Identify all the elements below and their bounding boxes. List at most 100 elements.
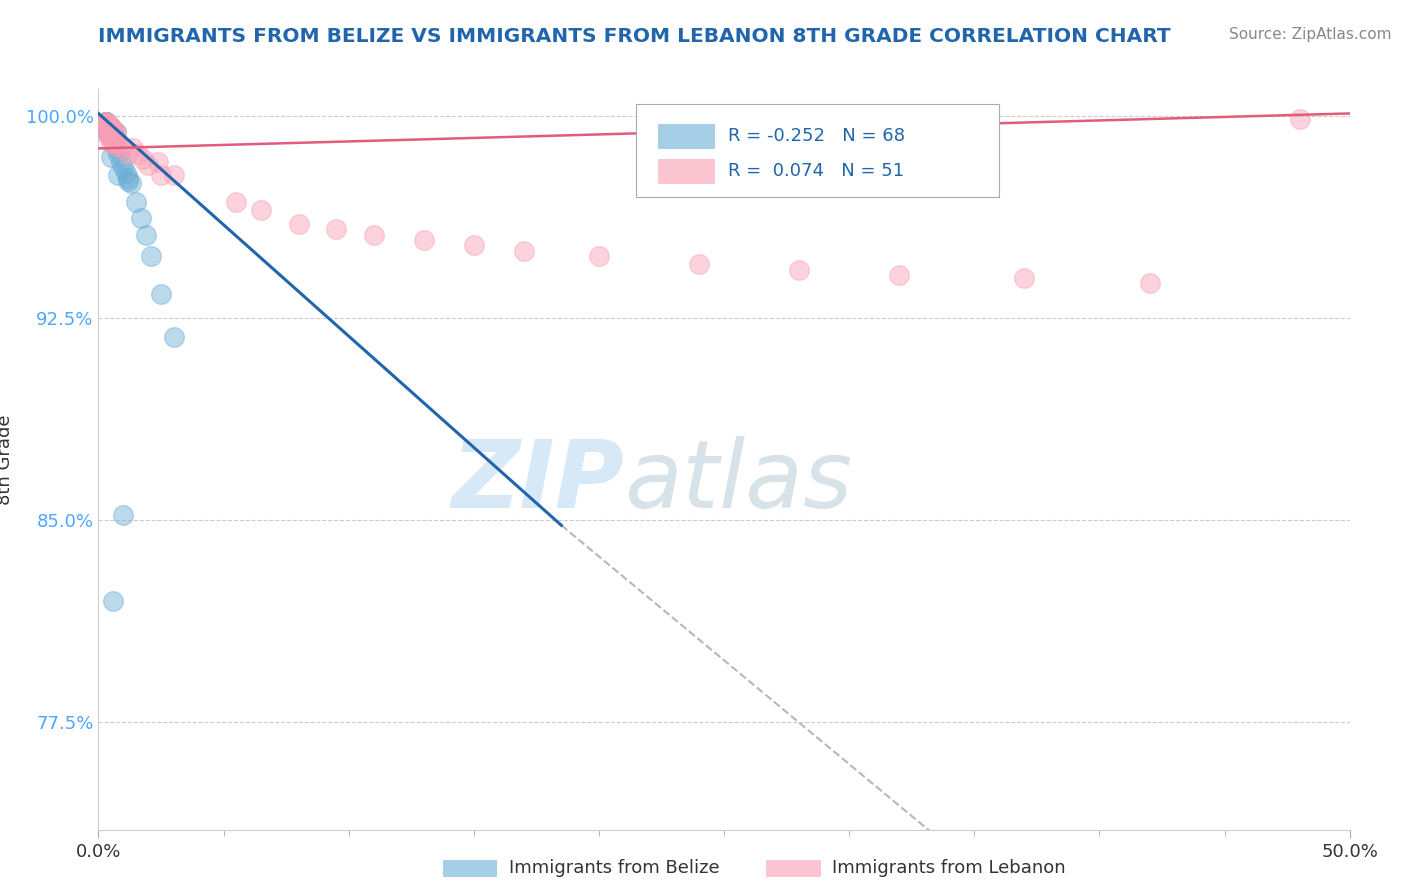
Point	[97, 122, 120, 136]
Point	[120, 177, 142, 191]
Text: Source: ZipAtlas.com: Source: ZipAtlas.com	[1229, 27, 1392, 42]
Point	[103, 133, 125, 147]
Point	[94, 117, 117, 131]
Point	[117, 171, 139, 186]
Point	[225, 195, 247, 210]
Point	[97, 117, 120, 131]
Y-axis label: 8th Grade: 8th Grade	[0, 414, 14, 505]
Point	[117, 174, 139, 188]
Point	[787, 262, 810, 277]
Point	[250, 203, 273, 218]
Point	[103, 128, 125, 142]
Point	[100, 125, 122, 139]
Point	[103, 593, 125, 607]
Point	[889, 268, 911, 282]
Point	[97, 122, 120, 136]
Point	[100, 125, 122, 139]
Point	[94, 114, 117, 128]
Point	[103, 122, 125, 136]
Point	[103, 133, 125, 147]
Point	[100, 128, 122, 142]
Point	[97, 122, 120, 136]
Point	[150, 286, 173, 301]
Point	[463, 238, 485, 252]
Point	[103, 133, 125, 147]
Point	[103, 130, 125, 145]
Point	[112, 508, 135, 522]
Point	[97, 128, 120, 142]
Point	[94, 114, 117, 128]
Point	[100, 125, 122, 139]
Point	[94, 122, 117, 136]
Point	[104, 141, 127, 155]
Text: ZIP: ZIP	[451, 435, 624, 527]
Point	[94, 114, 117, 128]
Point	[150, 169, 173, 183]
Point	[103, 130, 125, 145]
Point	[97, 120, 120, 134]
Point	[100, 120, 122, 134]
Point	[104, 125, 127, 139]
Point	[103, 122, 125, 136]
Point	[104, 133, 127, 147]
Bar	[658, 159, 714, 183]
Point	[104, 125, 127, 139]
Point	[104, 136, 127, 150]
Point	[138, 158, 160, 172]
Point	[139, 249, 162, 263]
Point	[94, 117, 117, 131]
Point	[135, 227, 157, 242]
Text: atlas: atlas	[624, 436, 852, 527]
Point	[688, 257, 710, 271]
Point	[162, 169, 184, 183]
Point	[103, 130, 125, 145]
Point	[110, 154, 132, 169]
Point	[148, 154, 170, 169]
Point	[97, 122, 120, 136]
Point	[103, 130, 125, 145]
Point	[103, 133, 125, 147]
Point	[94, 114, 117, 128]
Point	[115, 166, 138, 180]
Point	[94, 114, 117, 128]
Point	[122, 141, 145, 155]
Point	[129, 211, 152, 226]
Text: Immigrants from Belize: Immigrants from Belize	[509, 859, 720, 877]
Point	[97, 120, 120, 134]
Point	[107, 146, 129, 161]
Point	[97, 117, 120, 131]
Point	[127, 146, 149, 161]
Text: Immigrants from Lebanon: Immigrants from Lebanon	[832, 859, 1066, 877]
Point	[100, 120, 122, 134]
Point	[363, 227, 385, 242]
Point	[112, 161, 135, 175]
Point	[104, 138, 127, 153]
Point	[103, 130, 125, 145]
Point	[100, 125, 122, 139]
Point	[100, 136, 122, 150]
Point	[97, 128, 120, 142]
Point	[97, 120, 120, 134]
Point	[100, 128, 122, 142]
Point	[104, 138, 127, 153]
Point	[100, 122, 122, 136]
Point	[94, 114, 117, 128]
Point	[94, 117, 117, 131]
Point	[103, 133, 125, 147]
Point	[100, 128, 122, 142]
Point	[513, 244, 536, 258]
Point	[94, 117, 117, 131]
Point	[1139, 276, 1161, 290]
Point	[103, 128, 125, 142]
Point	[100, 125, 122, 139]
Point	[97, 120, 120, 134]
Text: R =  0.074   N = 51: R = 0.074 N = 51	[728, 161, 904, 179]
Point	[132, 152, 155, 166]
Point	[100, 149, 122, 163]
FancyBboxPatch shape	[637, 104, 1000, 196]
Point	[104, 138, 127, 153]
Point	[412, 233, 434, 247]
Point	[100, 130, 122, 145]
Point	[97, 120, 120, 134]
Point	[103, 130, 125, 145]
